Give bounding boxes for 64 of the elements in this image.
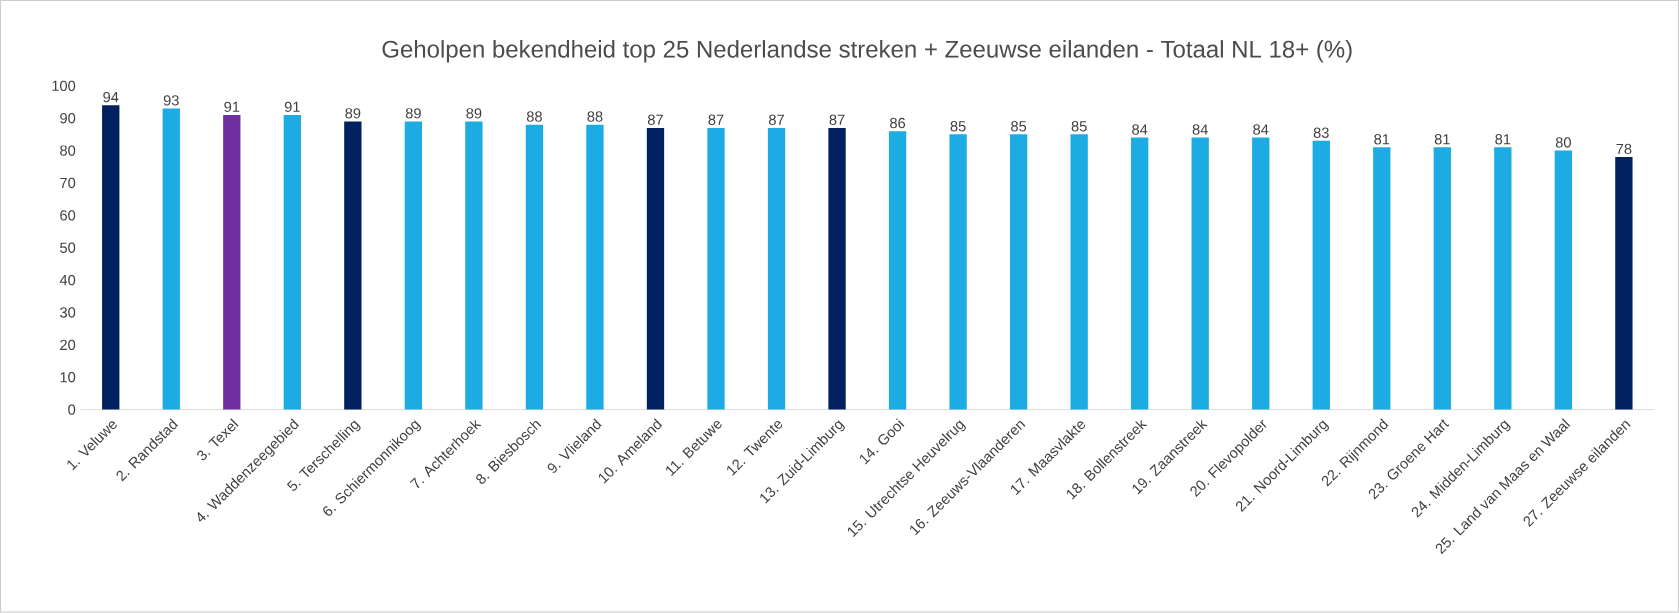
data-label: 87	[829, 114, 845, 126]
data-label: 87	[647, 114, 663, 126]
chart-title: Geholpen bekendheid top 25 Nederlandse streken + Zeeuwse eilanden - Totaal NL 18+ (%)	[382, 40, 1352, 63]
bar	[707, 128, 725, 410]
bar	[465, 121, 483, 410]
bar	[1070, 134, 1088, 410]
bar	[344, 121, 362, 410]
y-tick-label: 70	[60, 177, 76, 189]
data-label: 81	[1374, 134, 1390, 145]
y-tick-label: 100	[52, 80, 76, 92]
bar	[102, 105, 120, 410]
bar	[283, 115, 301, 410]
bar	[888, 131, 907, 410]
data-label: 83	[1313, 127, 1329, 139]
bar	[223, 115, 241, 410]
data-label: 89	[466, 108, 482, 119]
bar	[404, 121, 423, 410]
bar	[586, 124, 604, 410]
data-label: 88	[587, 111, 603, 122]
data-label: 89	[405, 108, 421, 119]
data-label: 93	[163, 95, 179, 106]
y-tick-label: 10	[60, 372, 76, 383]
bar	[1494, 147, 1512, 410]
data-label: 81	[1434, 134, 1450, 145]
y-tick-label: 20	[60, 339, 76, 351]
y-tick-label: 50	[60, 242, 76, 254]
data-label: 87	[769, 114, 784, 126]
bar	[1009, 134, 1028, 410]
data-label: 87	[708, 114, 724, 126]
data-label: 78	[1616, 143, 1632, 155]
data-label: 88	[526, 111, 542, 122]
y-tick-label: 40	[59, 275, 76, 286]
data-label: 84	[1253, 124, 1269, 135]
bar	[162, 108, 180, 410]
bar	[767, 128, 786, 410]
data-label: 84	[1192, 124, 1208, 135]
y-tick-label: 90	[60, 113, 76, 124]
bar	[1131, 137, 1149, 410]
data-label: 81	[1495, 134, 1511, 145]
bar	[646, 128, 665, 410]
data-label: 85	[1071, 121, 1087, 132]
bar	[1615, 157, 1633, 410]
bar	[949, 134, 967, 410]
bar	[525, 124, 544, 410]
bar	[1554, 150, 1573, 410]
data-label: 85	[950, 121, 966, 132]
data-label: 94	[103, 92, 119, 103]
y-tick-label: 60	[60, 210, 76, 221]
y-tick-label: 80	[60, 145, 76, 156]
bar	[1433, 147, 1451, 410]
data-label: 84	[1132, 124, 1148, 135]
bar	[1191, 137, 1209, 410]
y-tick-label: 30	[60, 307, 76, 318]
data-label: 85	[1011, 121, 1027, 132]
bar	[1312, 141, 1330, 410]
data-label: 80	[1555, 137, 1571, 148]
bar	[828, 128, 846, 410]
data-label: 89	[345, 108, 361, 119]
data-label: 91	[224, 101, 240, 113]
data-label: 91	[284, 101, 300, 113]
data-label: 86	[890, 118, 906, 129]
bar	[1252, 137, 1270, 410]
y-tick-label: 0	[68, 404, 76, 415]
bar	[1373, 147, 1391, 410]
